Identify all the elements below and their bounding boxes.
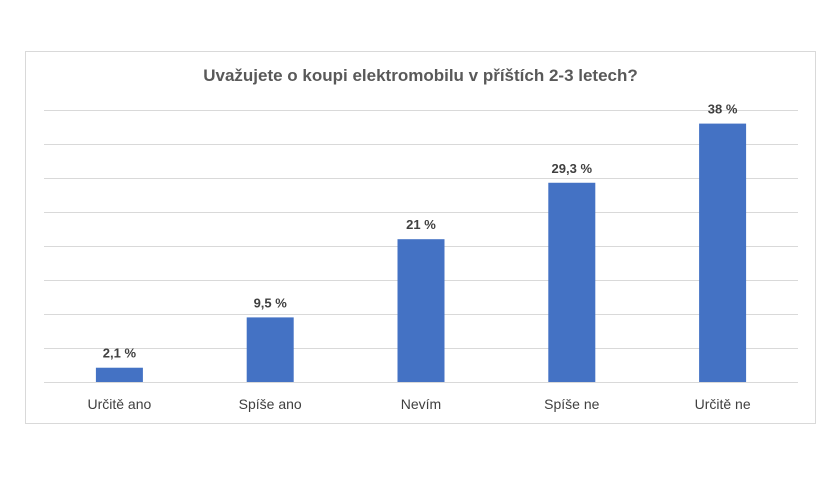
x-tick-labels: Určitě ano Spíše ano Nevím Spíše ne Určitě n…: [87, 396, 750, 412]
bar: [699, 123, 747, 382]
x-tick-label: Určitě ano: [87, 396, 151, 412]
data-label: 38 %: [708, 102, 738, 117]
bar: [548, 182, 596, 382]
x-tick-label: Nevím: [401, 396, 441, 412]
x-tick-label: Spíše ne: [544, 396, 599, 412]
data-label: 29,3 %: [552, 161, 593, 176]
x-tick-label: Spíše ano: [239, 396, 302, 412]
chart-title: Uvažujete o koupi elektromobilu v příští…: [203, 66, 638, 85]
x-tick-label: Určitě ne: [695, 396, 751, 412]
bar: [246, 317, 294, 382]
data-label: 21 %: [406, 217, 436, 232]
data-label: 9,5 %: [254, 295, 288, 310]
bar: [95, 367, 143, 382]
bars: [95, 123, 747, 382]
data-labels: 2,1 % 9,5 % 21 % 29,3 % 38 %: [103, 102, 738, 361]
data-label: 2,1 %: [103, 346, 137, 361]
bar: [397, 239, 445, 382]
